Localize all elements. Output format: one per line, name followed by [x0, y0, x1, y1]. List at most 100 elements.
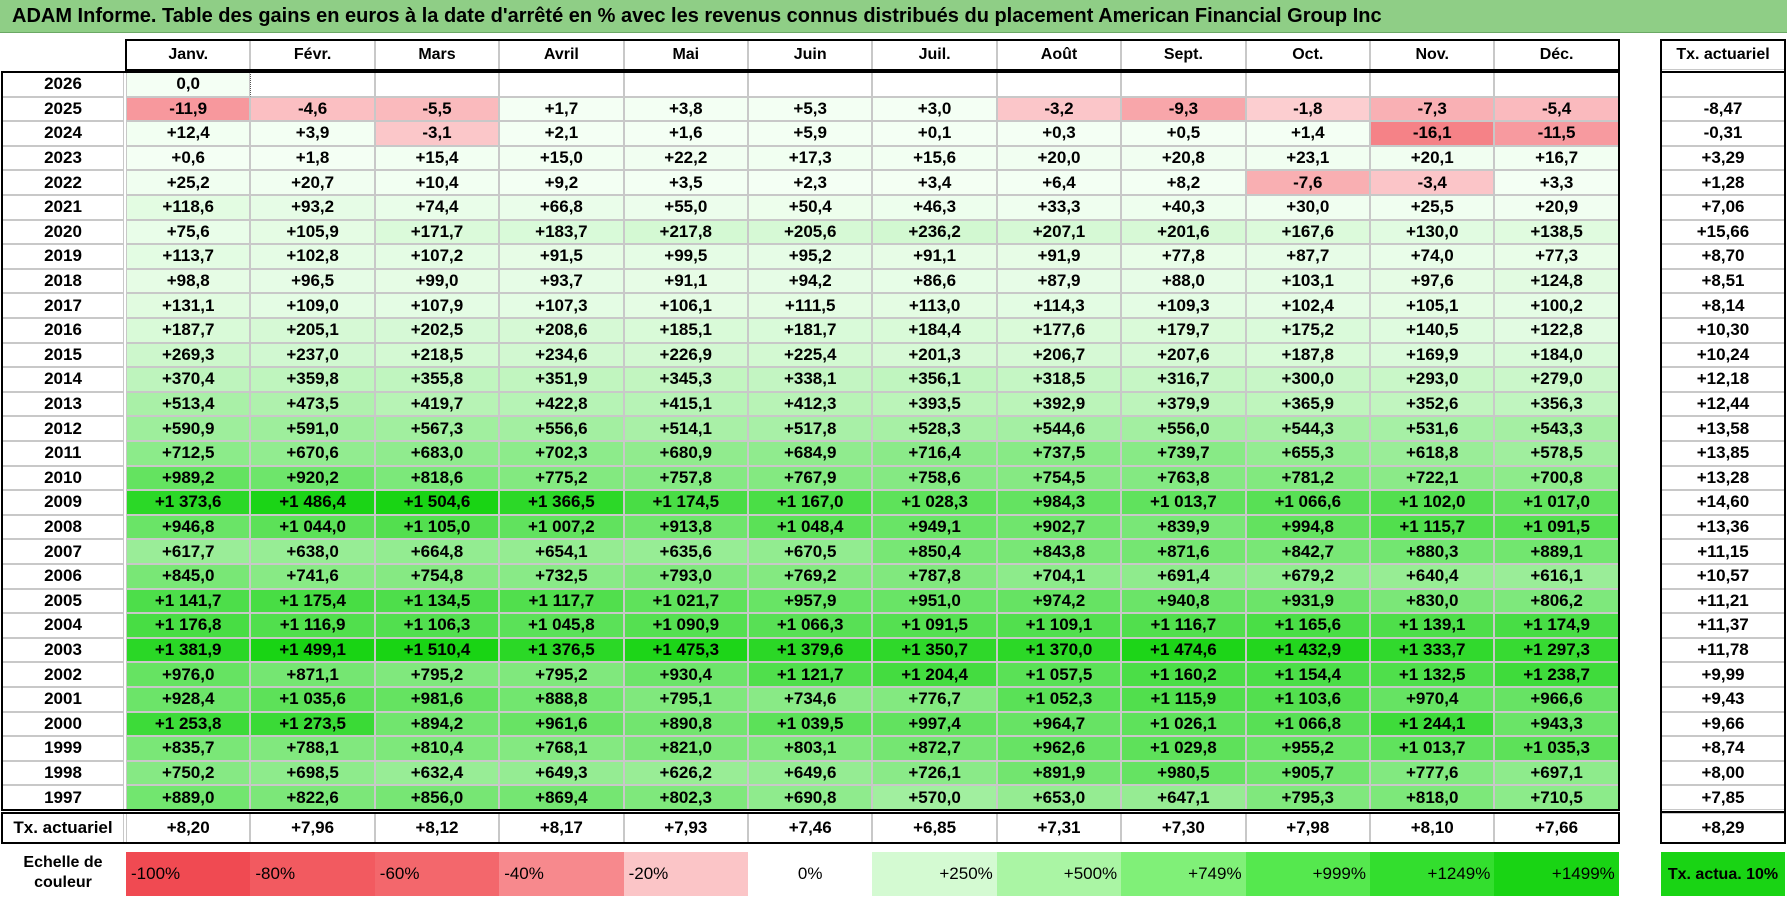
title-bar: ADAM Informe. Table des gains en euros à… — [0, 0, 1787, 33]
table-cell: +632,4 — [374, 760, 500, 786]
table-cell: +690,8 — [748, 785, 873, 810]
table-cell: +0,3 — [996, 121, 1122, 146]
table-cell: +905,7 — [1245, 760, 1370, 786]
table-cell: +531,6 — [1370, 416, 1495, 441]
table-cell: +1 475,3 — [623, 637, 748, 663]
table-cell: +722,1 — [1370, 465, 1495, 491]
table-cell: +225,4 — [748, 342, 873, 368]
legend-rate-swatch: Tx. actua. 10% — [1661, 852, 1785, 896]
table-cell: +767,9 — [748, 465, 873, 491]
table-cell: +131,1 — [126, 293, 251, 318]
table-cell: +902,7 — [996, 514, 1122, 540]
table-cell: -5,5 — [374, 96, 500, 122]
table-cell: +3,8 — [623, 96, 748, 122]
table-cell: +338,1 — [748, 367, 873, 392]
table-cell: +22,2 — [623, 145, 748, 171]
table-cell: +0,6 — [126, 145, 251, 171]
table-cell: +1 029,8 — [1121, 736, 1246, 761]
table-cell: +984,3 — [996, 490, 1122, 515]
row-rate: +9,43 — [1661, 687, 1785, 712]
table-cell: +0,5 — [1121, 121, 1246, 146]
legend-swatch: -60% — [374, 852, 500, 896]
table-cell: +50,4 — [748, 195, 873, 220]
table-cell: +880,3 — [1370, 539, 1495, 564]
table-cell: +781,2 — [1245, 465, 1370, 491]
table-cell: +981,6 — [374, 687, 500, 712]
table-cell: +1 057,5 — [996, 662, 1122, 687]
table-cell: +269,3 — [126, 342, 251, 368]
table-cell: +513,4 — [126, 391, 251, 417]
year-label: 2011 — [2, 441, 124, 466]
table-cell: +890,8 — [623, 711, 748, 737]
table-cell: +1 109,1 — [996, 613, 1122, 638]
table-cell: +300,0 — [1245, 367, 1370, 392]
table-cell: +422,8 — [499, 391, 624, 417]
table-cell: +169,9 — [1370, 342, 1495, 368]
year-label: 2019 — [2, 244, 124, 269]
table-cell: +171,7 — [374, 219, 500, 245]
table-cell: +103,1 — [1245, 268, 1370, 294]
table-cell: +928,4 — [126, 687, 251, 712]
year-label: 1997 — [2, 785, 124, 810]
table-cell: +1 021,7 — [623, 588, 748, 614]
table-cell: +818,0 — [1370, 785, 1495, 810]
table-cell: +1 174,9 — [1494, 613, 1619, 638]
legend-swatch: -20% — [623, 852, 748, 896]
table-cell: +40,3 — [1121, 195, 1246, 220]
table-cell: +1 432,9 — [1245, 637, 1370, 663]
table-cell: +704,1 — [996, 564, 1122, 589]
table-cell: +737,5 — [996, 441, 1122, 466]
table-cell: +1 052,3 — [996, 687, 1122, 712]
table-cell: +889,1 — [1494, 539, 1619, 564]
table-cell: +888,8 — [499, 687, 624, 712]
row-rate: +13,28 — [1661, 465, 1785, 491]
table-cell: +1 499,1 — [250, 637, 375, 663]
footer-rate: +7,93 — [623, 813, 748, 843]
row-rate: -0,31 — [1661, 121, 1785, 146]
table-cell: +1,8 — [250, 145, 375, 171]
table-cell: +365,9 — [1245, 391, 1370, 417]
year-label: 2001 — [2, 687, 124, 712]
year-label: 2020 — [2, 219, 124, 245]
table-cell: +716,4 — [872, 441, 997, 466]
table-cell: +795,2 — [374, 662, 500, 687]
row-rate: +7,06 — [1661, 195, 1785, 220]
table-cell: +626,2 — [623, 760, 748, 786]
table-cell: +670,6 — [250, 441, 375, 466]
table-cell: +187,7 — [126, 318, 251, 343]
table-cell: +46,3 — [872, 195, 997, 220]
year-label: 2002 — [2, 662, 124, 687]
table-cell — [1121, 72, 1246, 97]
table-cell: +113,7 — [126, 244, 251, 269]
year-label: 2015 — [2, 342, 124, 368]
table-cell: +355,8 — [374, 367, 500, 392]
table-cell: +102,4 — [1245, 293, 1370, 318]
table-cell: +345,3 — [623, 367, 748, 392]
table-cell: +1 091,5 — [1494, 514, 1619, 540]
table-cell: +802,3 — [623, 785, 748, 810]
year-label: 2014 — [2, 367, 124, 392]
table-cell: +567,3 — [374, 416, 500, 441]
table-cell: +891,9 — [996, 760, 1122, 786]
table-cell: -11,9 — [126, 96, 251, 122]
legend-swatch: -40% — [499, 852, 624, 896]
row-rate: +11,78 — [1661, 637, 1785, 663]
table-cell: +379,9 — [1121, 391, 1246, 417]
table-cell: +1 370,0 — [996, 637, 1122, 663]
table-cell: +1 376,5 — [499, 637, 624, 663]
table-cell: +2,1 — [499, 121, 624, 146]
table-cell: +647,1 — [1121, 785, 1246, 810]
table-cell: +207,1 — [996, 219, 1122, 245]
table-cell: +1 510,4 — [374, 637, 500, 663]
year-label: 2026 — [2, 72, 124, 97]
table-cell: +788,1 — [250, 736, 375, 761]
table-cell: +1 105,0 — [374, 514, 500, 540]
table-cell: +700,8 — [1494, 465, 1619, 491]
table-cell: +997,4 — [872, 711, 997, 737]
footer-rate: +7,96 — [250, 813, 375, 843]
table-cell: +649,6 — [748, 760, 873, 786]
table-cell: +23,1 — [1245, 145, 1370, 171]
row-rate: +9,99 — [1661, 662, 1785, 687]
table-cell: +946,8 — [126, 514, 251, 540]
table-cell: +109,0 — [250, 293, 375, 318]
